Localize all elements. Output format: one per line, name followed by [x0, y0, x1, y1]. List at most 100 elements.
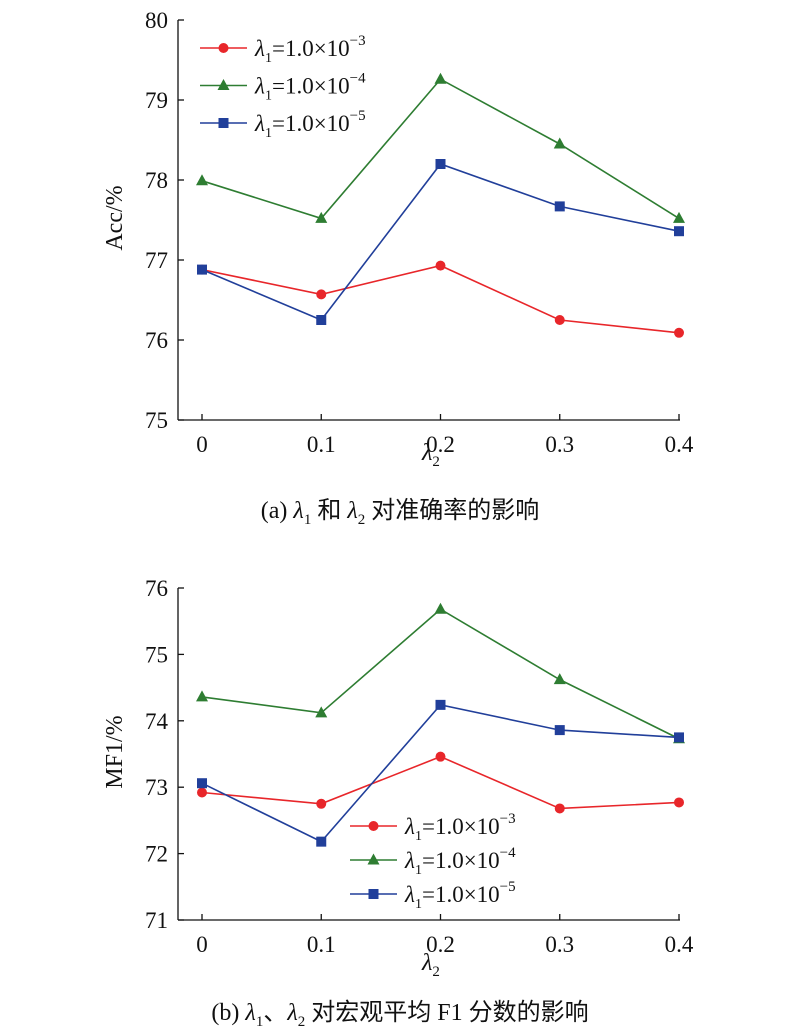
data-point-blue — [674, 226, 684, 237]
data-point-blue — [554, 725, 565, 736]
caption-symbol: λ — [346, 498, 357, 524]
legend-symbol: λ — [404, 814, 415, 839]
data-point-blue — [197, 778, 207, 789]
data-point-green — [315, 706, 328, 718]
legend-marker — [217, 79, 230, 90]
legend-item-green: λ1=1.0×10−4 — [200, 71, 366, 104]
data-point-red — [674, 797, 684, 808]
y-tick-label: 76 — [145, 328, 168, 353]
legend-item-red: λ1=1.0×10−3 — [200, 33, 366, 66]
legend-exponent: −3 — [500, 811, 516, 827]
legend-text: =1.0×10 — [422, 848, 500, 873]
legend-label: λ1=1.0×10−5 — [254, 108, 366, 141]
caption-subscript: 2 — [298, 1014, 306, 1030]
series-blue — [197, 699, 684, 847]
data-point-red — [435, 260, 446, 271]
legend-symbol: λ — [254, 36, 265, 61]
legend-item-blue: λ1=1.0×10−5 — [200, 108, 366, 141]
y-axis-label: MF1/% — [102, 715, 128, 788]
legend-label: λ1=1.0×10−3 — [254, 33, 366, 66]
legend-item-green: λ1=1.0×10−4 — [350, 845, 516, 878]
data-point-red — [674, 327, 684, 338]
y-tick-label: 75 — [145, 642, 168, 667]
data-point-blue — [674, 732, 684, 743]
legend-symbol: λ — [254, 111, 265, 136]
legend-subscript: 1 — [415, 863, 422, 878]
caption-text: 对准确率的影响 — [365, 497, 539, 524]
data-point-red — [197, 787, 207, 798]
legend-text: =1.0×10 — [272, 111, 350, 136]
y-tick-label: 76 — [145, 576, 168, 601]
data-point-blue — [316, 315, 327, 325]
x-tick-label: 0.2 — [426, 432, 455, 457]
x-tick-label: 0.2 — [426, 932, 455, 957]
series-green — [196, 72, 685, 223]
legend-subscript: 1 — [415, 829, 422, 844]
legend-symbol: λ — [404, 882, 415, 907]
legend: λ1=1.0×10−3λ1=1.0×10−4λ1=1.0×10−5 — [350, 811, 516, 912]
caption-subscript: 1 — [304, 512, 312, 528]
caption-text: (b) — [211, 1000, 245, 1026]
data-point-red — [435, 751, 446, 762]
caption-text: (a) — [261, 498, 294, 524]
x-axis-label-symbol: λ — [421, 950, 432, 976]
caption-subscript: 1 — [256, 1014, 264, 1030]
legend-exponent: −4 — [350, 71, 366, 87]
caption-symbol: λ — [292, 498, 303, 524]
legend-symbol: λ — [254, 74, 265, 99]
x-axis-label-symbol: λ — [421, 440, 432, 466]
x-tick-label: 0.4 — [665, 932, 694, 957]
legend-item-blue: λ1=1.0×10−5 — [350, 879, 516, 912]
data-point-green — [434, 72, 447, 84]
y-tick-label: 77 — [145, 248, 168, 273]
series-line-blue — [201, 163, 680, 321]
legend-label: λ1=1.0×10−4 — [254, 71, 366, 104]
legend-exponent: −3 — [350, 33, 366, 49]
caption-text: 和 — [311, 497, 347, 524]
panel-caption: (b) λ1、λ2 对宏观平均 F1 分数的影响 — [211, 999, 588, 1030]
legend-text: =1.0×10 — [272, 36, 350, 61]
legend-text: =1.0×10 — [272, 74, 350, 99]
legend: λ1=1.0×10−3λ1=1.0×10−4λ1=1.0×10−5 — [200, 33, 366, 141]
legend-subscript: 1 — [265, 126, 272, 141]
legend-label: λ1=1.0×10−5 — [404, 879, 516, 912]
series-line-green — [201, 78, 680, 220]
legend-marker — [368, 821, 379, 831]
data-point-red — [316, 798, 327, 809]
data-point-green — [196, 690, 208, 702]
data-point-red — [316, 289, 327, 300]
data-point-blue — [435, 159, 446, 169]
x-tick-label: 0.1 — [307, 932, 336, 957]
y-tick-label: 80 — [145, 8, 168, 33]
legend-symbol: λ — [404, 848, 415, 873]
y-tick-label: 73 — [145, 775, 168, 800]
caption-text: 对宏观平均 F1 分数的影响 — [305, 999, 588, 1026]
legend-subscript: 1 — [265, 51, 272, 66]
data-point-blue — [554, 201, 565, 212]
data-point-green — [434, 602, 447, 614]
x-axis-label-subscript: 2 — [432, 964, 440, 980]
x-tick-label: 0 — [196, 432, 208, 457]
y-tick-label: 79 — [145, 88, 168, 113]
data-point-green — [315, 211, 328, 223]
x-tick-label: 0.4 — [665, 432, 694, 457]
legend-exponent: −5 — [350, 108, 366, 124]
y-tick-label: 71 — [145, 908, 168, 933]
data-point-blue — [197, 264, 207, 275]
legend-marker — [218, 43, 229, 53]
legend-item-red: λ1=1.0×10−3 — [350, 811, 516, 844]
legend-marker — [218, 118, 229, 128]
x-axis-label-subscript: 2 — [432, 454, 440, 470]
caption-text: 、 — [263, 1000, 287, 1026]
x-tick-label: 0.3 — [545, 432, 574, 457]
series-green — [196, 602, 685, 744]
x-tick-label: 0.1 — [307, 432, 336, 457]
series-red — [197, 751, 684, 814]
caption-subscript: 2 — [358, 512, 366, 528]
y-tick-label: 74 — [145, 709, 169, 734]
x-axis-label: λ2 — [421, 950, 440, 980]
y-tick-label: 72 — [145, 842, 168, 867]
data-point-green — [553, 137, 566, 149]
